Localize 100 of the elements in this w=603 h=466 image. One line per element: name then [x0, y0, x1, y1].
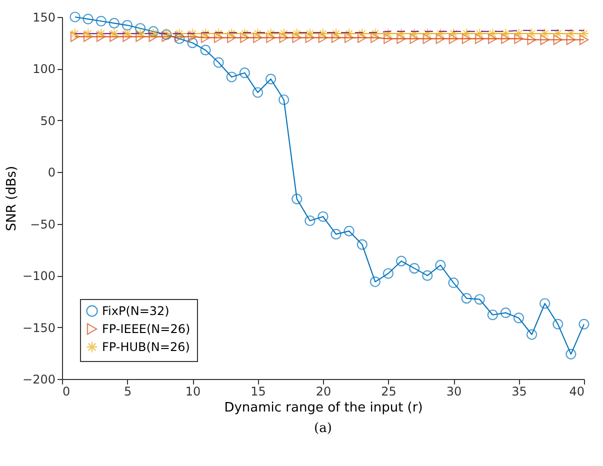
y-tick-label: 0	[48, 166, 56, 180]
point	[200, 44, 211, 56]
text: (a)	[314, 421, 332, 436]
point	[70, 31, 80, 42]
point	[108, 28, 120, 39]
point	[213, 28, 224, 39]
point	[70, 28, 80, 39]
x-tick-label: 15	[250, 384, 266, 398]
point	[356, 239, 368, 250]
point	[292, 194, 302, 204]
point	[436, 33, 446, 44]
point	[552, 318, 564, 330]
point	[304, 215, 316, 226]
point	[488, 33, 498, 44]
point	[526, 28, 538, 39]
point	[253, 32, 262, 43]
point	[83, 31, 93, 42]
point	[540, 34, 550, 46]
point	[396, 33, 406, 44]
point	[266, 32, 276, 43]
point	[422, 28, 433, 39]
point	[566, 348, 576, 360]
point	[82, 14, 94, 24]
x-tick-label: 30	[446, 384, 462, 398]
legend-label: FixP(N=32)	[102, 304, 170, 318]
point	[136, 31, 145, 42]
point	[461, 293, 472, 304]
point	[474, 28, 485, 39]
point	[200, 32, 210, 43]
legend-label: FP-IEEE(N=26)	[102, 322, 190, 336]
point	[435, 260, 446, 271]
point	[409, 263, 420, 274]
point	[252, 87, 264, 98]
x-tick-label: 20	[316, 384, 332, 398]
point	[474, 294, 485, 305]
y-tick-label: 50	[40, 114, 56, 128]
point	[553, 34, 563, 46]
x-tick-label: 25	[381, 384, 396, 398]
x-tick-label: 0	[62, 384, 70, 398]
point	[213, 57, 224, 68]
point	[122, 31, 132, 42]
point	[148, 31, 158, 42]
point	[226, 32, 236, 43]
point	[540, 298, 550, 309]
point	[501, 33, 510, 44]
point	[187, 28, 198, 39]
point	[356, 28, 368, 39]
point	[513, 312, 524, 324]
point	[527, 34, 536, 46]
point	[410, 33, 420, 44]
point	[240, 32, 250, 43]
point	[422, 270, 433, 281]
point	[513, 28, 524, 39]
point	[122, 20, 133, 31]
point	[578, 318, 590, 330]
point	[384, 33, 393, 44]
point	[187, 38, 198, 48]
point	[135, 23, 146, 34]
y-tick-label: 100	[32, 62, 56, 76]
point	[578, 28, 590, 39]
point	[135, 28, 146, 39]
y-axis-title: SNR (dBs)	[4, 166, 20, 232]
point	[500, 308, 511, 318]
point	[382, 268, 394, 279]
point	[174, 28, 185, 39]
point	[396, 28, 407, 39]
point	[396, 256, 407, 266]
y-tick-label: −100	[22, 269, 56, 284]
x-tick-label: 5	[124, 384, 132, 398]
point	[96, 31, 106, 42]
point	[344, 226, 354, 236]
point	[514, 33, 524, 44]
point	[252, 28, 264, 39]
point	[370, 276, 380, 288]
point	[566, 28, 576, 39]
point	[226, 72, 237, 82]
y-tick-label: −50	[30, 217, 56, 232]
point	[448, 33, 458, 44]
point	[188, 31, 198, 42]
point	[278, 94, 290, 106]
point	[239, 28, 250, 39]
point	[96, 28, 106, 39]
x-axis-title: Dynamic range of the input (r)	[224, 400, 423, 416]
point	[526, 329, 538, 340]
point	[200, 28, 211, 39]
point	[500, 28, 511, 39]
point	[304, 28, 316, 39]
point	[435, 28, 446, 39]
point	[266, 74, 276, 84]
point	[292, 32, 302, 43]
point	[370, 28, 380, 39]
point	[330, 28, 342, 39]
point	[462, 33, 472, 44]
point	[344, 28, 354, 39]
point	[422, 33, 432, 44]
point	[487, 310, 498, 320]
point	[70, 12, 80, 22]
point	[174, 33, 185, 44]
point	[461, 28, 472, 39]
x-tick-label: 10	[185, 384, 201, 398]
